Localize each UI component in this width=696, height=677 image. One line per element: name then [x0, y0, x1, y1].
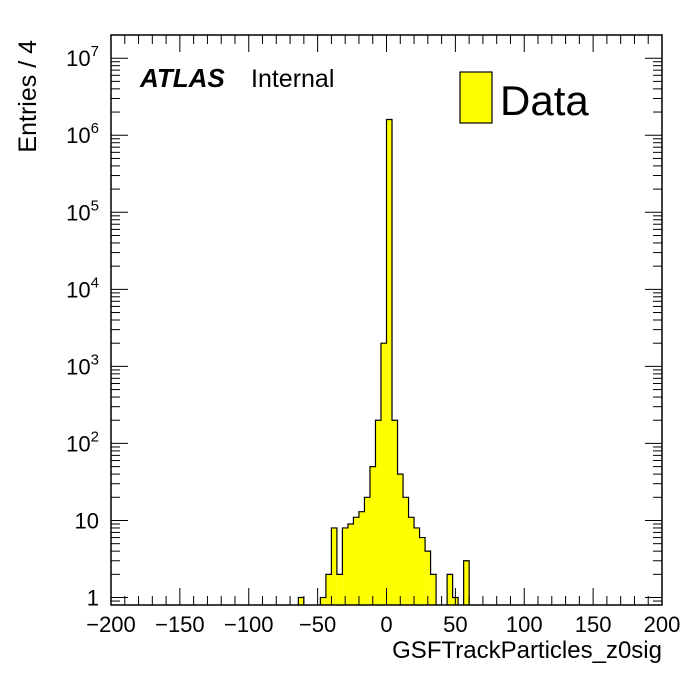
y-tick-label: 106 — [66, 120, 99, 148]
x-tick-label: −100 — [224, 612, 274, 637]
histogram-bin — [463, 560, 470, 605]
y-tick-label: 104 — [66, 274, 99, 302]
x-tick-label: 50 — [443, 612, 467, 637]
internal-status-label: Internal — [251, 65, 334, 93]
histogram-bin — [342, 527, 348, 605]
histogram-bin — [386, 119, 393, 605]
histogram-bin — [408, 517, 415, 605]
histogram-bin — [353, 517, 359, 605]
histogram-bin — [369, 466, 376, 605]
y-tick-label: 105 — [66, 197, 99, 225]
y-tick-label-exponent: 6 — [91, 120, 99, 137]
x-tick-label: 100 — [506, 612, 543, 637]
histogram-bin — [347, 524, 354, 605]
histogram-bin — [392, 420, 398, 605]
y-tick-label: 107 — [66, 43, 99, 71]
histogram-bin — [430, 574, 437, 605]
y-tick-label-base: 10 — [75, 508, 99, 533]
histogram-bin — [336, 574, 343, 605]
histogram-bin — [375, 420, 381, 605]
y-tick-label: 1 — [87, 586, 99, 611]
x-tick-label: −150 — [155, 612, 205, 637]
y-tick-label-exponent: 2 — [91, 428, 99, 445]
y-tick-label-base: 10 — [66, 200, 90, 225]
histogram-bin — [414, 527, 420, 605]
y-tick-label: 103 — [66, 351, 99, 379]
histogram-bin — [331, 527, 337, 605]
x-tick-label: −200 — [86, 612, 136, 637]
y-tick-label-base: 10 — [66, 354, 90, 379]
histogram-bin — [325, 574, 332, 605]
legend-swatch — [459, 71, 493, 124]
histogram-bin — [298, 597, 304, 605]
x-tick-label: 0 — [380, 612, 392, 637]
histogram-bin — [380, 343, 387, 605]
y-tick-label-base: 1 — [87, 586, 99, 611]
histogram-bin — [419, 537, 426, 605]
x-tick-label: 150 — [575, 612, 612, 637]
histogram-bin — [320, 597, 326, 605]
atlas-label: ATLAS — [139, 63, 225, 93]
y-tick-label-exponent: 3 — [91, 351, 99, 368]
x-tick-labels: −200 −150 −100 −50 0 50 100 150 200 — [86, 612, 680, 637]
histogram-bin — [364, 497, 370, 605]
axis-ticks — [110, 34, 663, 606]
y-tick-label-exponent: 7 — [91, 43, 99, 60]
x-tick-label: −50 — [299, 612, 336, 637]
y-tick-label-base: 10 — [66, 431, 90, 456]
histogram-bin — [403, 497, 409, 605]
x-axis-title: GSFTrackParticles_z0sig — [392, 637, 662, 664]
y-tick-label-base: 10 — [66, 277, 90, 302]
histogram-bin — [447, 574, 453, 605]
y-tick-label: 102 — [66, 428, 99, 456]
x-tick-label: 200 — [644, 612, 681, 637]
histogram-bin — [425, 551, 431, 605]
y-axis-title: Entries / 4 — [14, 40, 42, 153]
histogram-outline — [297, 118, 470, 605]
histogram-bin — [397, 474, 404, 605]
histogram-bins — [298, 119, 470, 605]
y-tick-label-base: 10 — [66, 123, 90, 148]
y-tick-label-base: 10 — [66, 46, 90, 71]
y-tick-label-exponent: 4 — [91, 274, 99, 291]
y-tick-label: 10 — [75, 508, 99, 533]
histogram-bin — [358, 511, 365, 605]
y-tick-label-exponent: 5 — [91, 197, 99, 214]
legend-label: Data — [500, 77, 589, 124]
